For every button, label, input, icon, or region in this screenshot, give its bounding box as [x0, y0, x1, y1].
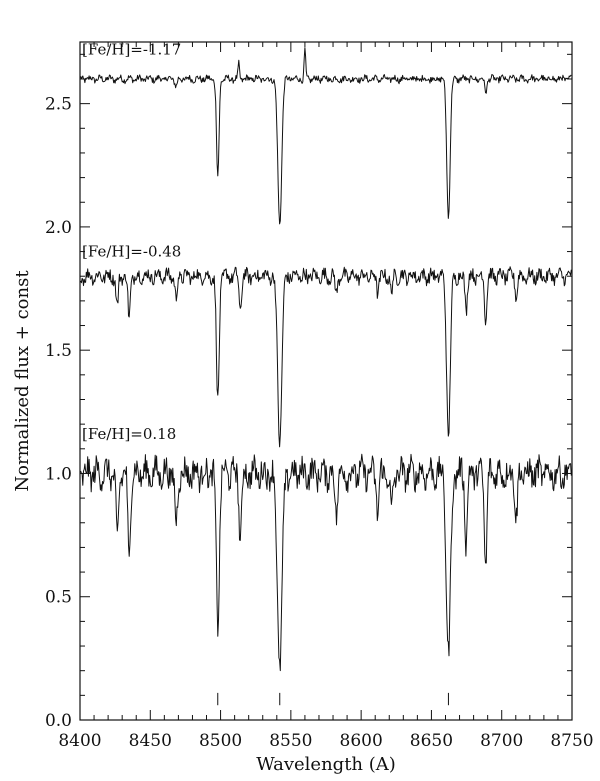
y-axis-title: Normalized flux + const: [12, 270, 33, 492]
x-tick-label: 8700: [480, 731, 523, 751]
marker-layer: [217, 692, 449, 706]
y-tick-label: 0.0: [45, 711, 72, 731]
y-tick-label: 0.5: [45, 588, 72, 608]
x-tick-label: 8600: [340, 731, 383, 751]
series-annotation-1: [Fe/H]=-0.48: [82, 242, 181, 260]
x-tick-label: 8750: [550, 731, 593, 751]
annotation-layer: [Fe/H]=-1.17 [Fe/H]=-0.48 [Fe/H]=0.18: [82, 40, 181, 443]
y-tick-label: 2.0: [45, 218, 72, 238]
spectrum-line-2: [80, 453, 572, 672]
x-tick-label: 8500: [199, 731, 242, 751]
x-tick-label: 8400: [58, 731, 101, 751]
spectrum-line-0: [80, 47, 572, 225]
x-tick-label: 8450: [129, 731, 172, 751]
x-axis-title: Wavelength (A): [256, 754, 396, 775]
tick-layer: 8400 8450 8500 8550 8600 8650 8700 8750 0.0 0.5 1.…: [45, 42, 594, 751]
plot-frame: [79, 41, 573, 721]
series-layer: [80, 47, 572, 672]
y-tick-label: 1.5: [45, 341, 72, 361]
series-annotation-0: [Fe/H]=-1.17: [82, 40, 181, 58]
y-tick-label: 1.0: [45, 464, 72, 484]
x-tick-label: 8550: [269, 731, 312, 751]
y-tick-label: 2.5: [45, 95, 72, 115]
x-tick-label: 8650: [410, 731, 453, 751]
spectrum-line-1: [80, 266, 572, 448]
series-annotation-2: [Fe/H]=0.18: [82, 425, 176, 443]
